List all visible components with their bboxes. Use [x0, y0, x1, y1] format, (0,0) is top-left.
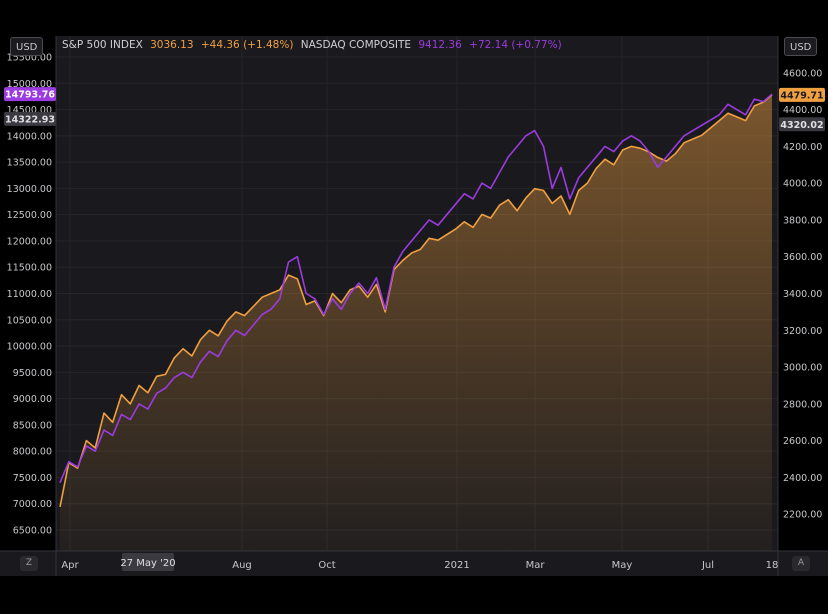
price-label-right: 4320.02: [780, 120, 823, 131]
right-tick-label: 3000.00: [783, 363, 822, 374]
left-tick-label: 9000.00: [13, 394, 52, 405]
legend-nasdaq-value: 9412.36: [418, 39, 462, 51]
left-tick-label: 11500.00: [7, 263, 52, 274]
x-tick-label: May: [612, 560, 633, 571]
left-tick-label: 15000.00: [7, 79, 52, 90]
left-currency-button[interactable]: USD: [10, 37, 44, 56]
left-tick-label: 13000.00: [7, 184, 52, 195]
legend-sp500-name[interactable]: S&P 500 INDEX: [62, 39, 143, 51]
legend-nasdaq-change: +72.14 (+0.77%): [469, 39, 562, 51]
left-tick-label: 12000.00: [7, 236, 52, 247]
left-tick-label: 13500.00: [7, 158, 52, 169]
left-tick-label: 10500.00: [7, 315, 52, 326]
left-tick-label: 9500.00: [13, 368, 52, 379]
right-tick-label: 3400.00: [783, 289, 822, 300]
price-label-left-box: [4, 111, 56, 126]
left-tick-label: 14500.00: [7, 105, 52, 116]
x-tick-label: 18: [766, 560, 779, 571]
x-tick-label: Mar: [526, 560, 546, 571]
time-axis[interactable]: Apr 27 May '20 Aug Oct 2021 Mar May Jul 18: [61, 553, 778, 571]
price-label-left-box: [4, 87, 56, 102]
right-tick-label: 4200.00: [783, 142, 822, 153]
legend-sp500-change: +44.36 (+1.48%): [200, 39, 294, 51]
left-tick-label: 6500.00: [13, 525, 52, 536]
left-tick-label: 15500.00: [7, 53, 52, 64]
right-tick-label: 2600.00: [783, 436, 822, 447]
price-label-right-box: [779, 87, 825, 102]
right-tick-label: 3800.00: [783, 215, 822, 226]
legend-nasdaq-name[interactable]: NASDAQ COMPOSITE: [300, 39, 412, 51]
nasdaq-composite-line[interactable]: [59, 93, 773, 484]
left-tick-label: 10000.00: [7, 342, 52, 353]
right-price-axis[interactable]: 2200.00 2400.00 2600.00 2800.00 3000.00 3200.…: [779, 68, 825, 521]
right-currency-button[interactable]: USD: [784, 37, 818, 56]
price-label-right-box: [779, 117, 825, 132]
series-legend: S&P 500 INDEX 3036.13 +44.36 (+1.48%) NA…: [62, 39, 566, 51]
right-tick-label: 2400.00: [783, 473, 822, 484]
x-tick-label: Jul: [701, 560, 714, 571]
series-lines: [59, 93, 773, 508]
legend-sp500-value: 3036.13: [150, 39, 194, 51]
s-p-500-index-area: [60, 94, 772, 552]
x-tick-label: Aug: [232, 560, 252, 571]
x-tick-label: 2021: [444, 560, 469, 571]
x-tick-label: Oct: [318, 560, 335, 571]
right-tick-label: 4000.00: [783, 179, 822, 190]
left-tick-label: 14000.00: [7, 131, 52, 142]
x-tick-label: Apr: [61, 560, 79, 571]
price-label-left: 14793.76: [5, 90, 55, 101]
s-p-500-index-line[interactable]: [59, 94, 773, 508]
right-tick-label: 2800.00: [783, 399, 822, 410]
right-tick-label: 2200.00: [783, 510, 822, 521]
right-tick-label: 4400.00: [783, 105, 822, 116]
crosshair-date-label: 27 May '20: [120, 558, 175, 569]
right-tick-label: 4600.00: [783, 68, 822, 79]
auto-scale-right-button[interactable]: A: [792, 556, 810, 571]
left-tick-label: 8000.00: [13, 447, 52, 458]
crosshair-date-box: [122, 553, 174, 571]
left-price-axis[interactable]: 6500.00 7000.00 7500.00 8000.00 8500.00 9000.…: [4, 53, 56, 537]
right-tick-label: 3600.00: [783, 252, 822, 263]
left-tick-label: 7500.00: [13, 473, 52, 484]
area-fills: [60, 94, 772, 552]
left-tick-label: 8500.00: [13, 420, 52, 431]
right-tick-label: 3200.00: [783, 326, 822, 337]
price-label-right: 4479.71: [780, 90, 823, 101]
left-tick-label: 12500.00: [7, 210, 52, 221]
left-tick-label: 7000.00: [13, 499, 52, 510]
price-label-left: 14322.93: [5, 114, 55, 125]
left-tick-label: 11000.00: [7, 289, 52, 300]
auto-scale-left-button[interactable]: Z: [20, 556, 38, 571]
